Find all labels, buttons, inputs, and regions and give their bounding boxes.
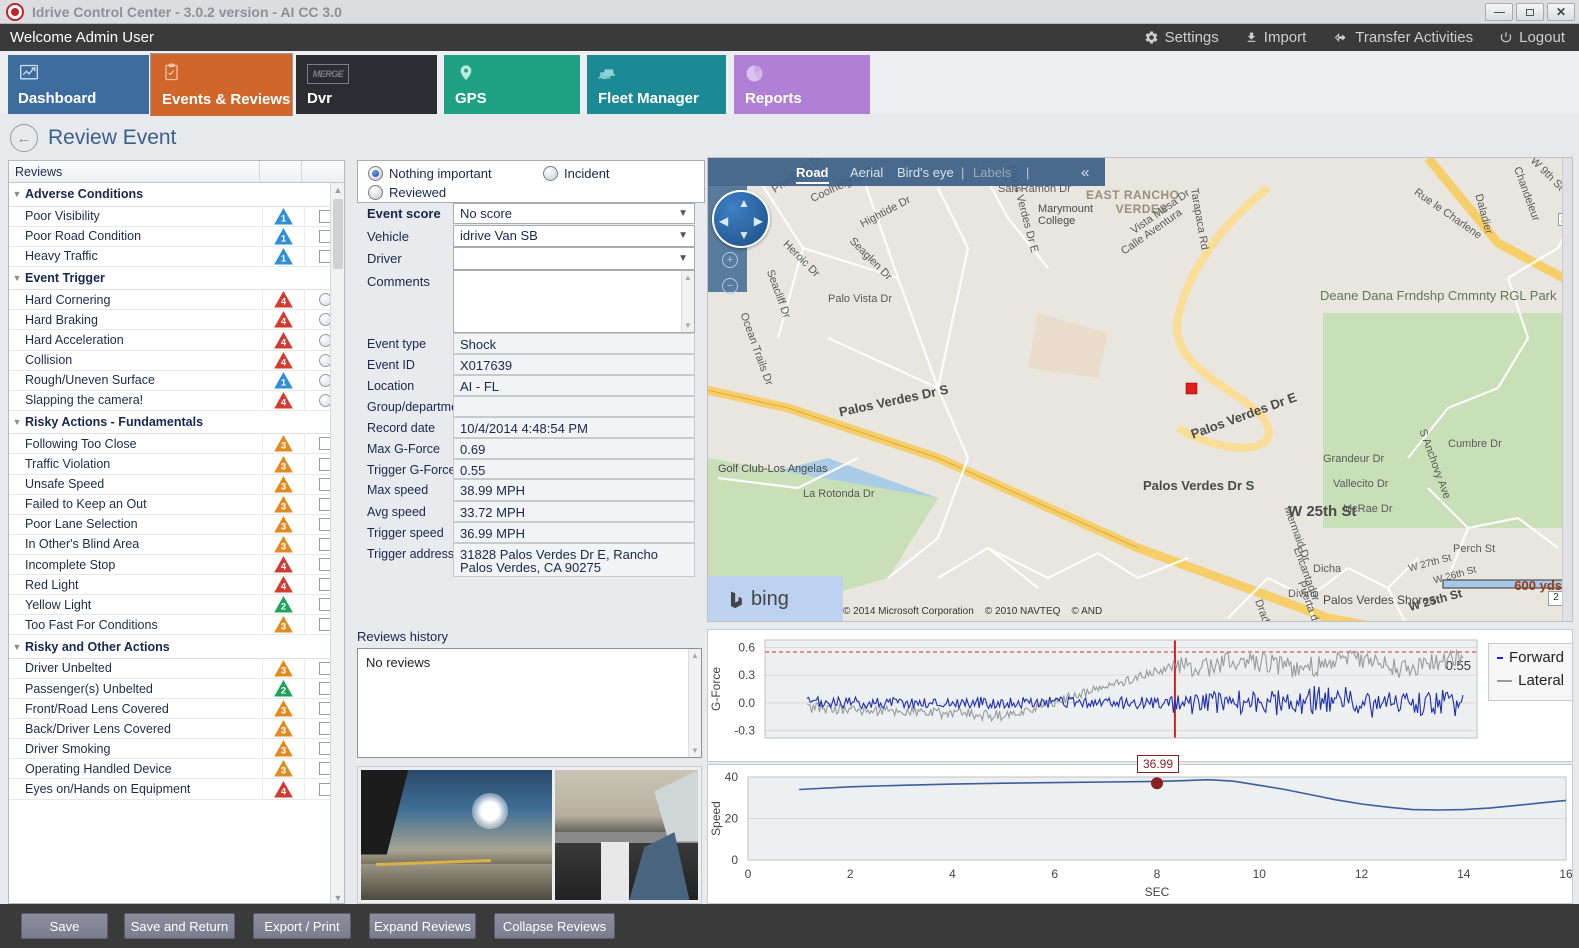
svg-text:1: 1	[281, 233, 286, 244]
svg-text:0.6: 0.6	[738, 640, 755, 654]
svg-text:4: 4	[281, 582, 287, 593]
svg-text:20: 20	[725, 812, 739, 826]
svg-text:3: 3	[281, 522, 286, 533]
svg-text:0.0: 0.0	[738, 696, 755, 710]
svg-text:16: 16	[1559, 867, 1573, 881]
svg-text:2: 2	[847, 867, 854, 881]
svg-text:4: 4	[281, 317, 287, 328]
svg-text:0: 0	[731, 853, 738, 867]
svg-text:1: 1	[281, 377, 286, 388]
svg-text:3: 3	[281, 766, 286, 777]
svg-text:4: 4	[281, 297, 287, 308]
svg-text:-0.3: -0.3	[734, 724, 755, 738]
svg-text:4: 4	[949, 867, 956, 881]
svg-text:G-Force: G-Force	[709, 667, 723, 711]
svg-text:4: 4	[281, 562, 287, 573]
svg-text:2: 2	[281, 602, 286, 613]
svg-text:6: 6	[1051, 867, 1058, 881]
svg-text:0.3: 0.3	[738, 668, 755, 682]
svg-text:3: 3	[281, 622, 286, 633]
svg-text:3: 3	[281, 542, 286, 553]
svg-text:3: 3	[281, 441, 286, 452]
svg-text:4: 4	[281, 357, 287, 368]
svg-text:SEC: SEC	[1145, 885, 1170, 899]
svg-text:1: 1	[281, 253, 286, 264]
svg-text:4: 4	[281, 398, 287, 409]
svg-text:10: 10	[1253, 867, 1267, 881]
svg-text:3: 3	[281, 746, 286, 757]
svg-text:0.55: 0.55	[1446, 658, 1471, 673]
svg-text:1: 1	[281, 213, 286, 224]
svg-text:0: 0	[745, 867, 752, 881]
svg-text:3: 3	[281, 726, 286, 737]
svg-text:Speed: Speed	[709, 801, 723, 836]
svg-text:12: 12	[1355, 867, 1369, 881]
svg-text:3: 3	[281, 461, 286, 472]
svg-text:4: 4	[281, 337, 287, 348]
svg-text:3: 3	[281, 481, 286, 492]
svg-text:3: 3	[281, 501, 286, 512]
svg-text:3: 3	[281, 666, 286, 677]
svg-text:4: 4	[281, 786, 287, 797]
svg-text:8: 8	[1154, 867, 1161, 881]
svg-text:40: 40	[725, 770, 739, 784]
svg-text:14: 14	[1457, 867, 1471, 881]
svg-text:3: 3	[281, 706, 286, 717]
svg-text:2: 2	[281, 686, 286, 697]
